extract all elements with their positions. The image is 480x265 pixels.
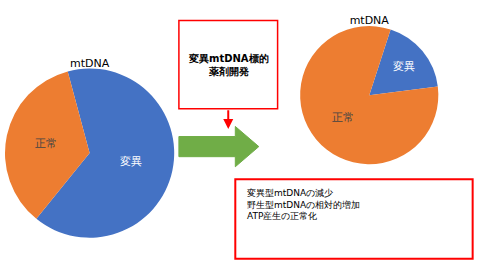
svg-text:変異型mtDNAの減少野生型mtDNAの相対的増加ATP産生: 変異型mtDNAの減少野生型mtDNAの相対的増加ATP産生の正常化	[247, 188, 360, 221]
svg-text:正常: 正常	[332, 111, 354, 124]
svg-text:変異: 変異	[120, 155, 142, 168]
svg-text:mtDNA: mtDNA	[350, 14, 390, 27]
svg-text:mtDNA: mtDNA	[70, 57, 110, 70]
svg-text:正常: 正常	[35, 137, 57, 150]
svg-text:変異: 変異	[393, 60, 415, 73]
svg-text:変異mtDNA標的薬剤開発: 変異mtDNA標的薬剤開発	[188, 53, 269, 77]
